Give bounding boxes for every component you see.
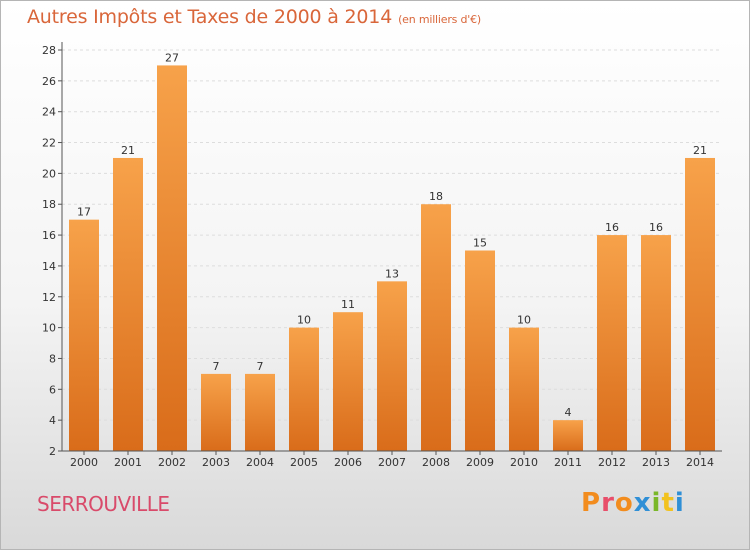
y-tick-label: 2 [49,445,56,458]
y-tick-label: 24 [42,106,56,119]
bar-2001 [113,157,143,451]
logo-letter: t [661,488,675,518]
bar-2010 [509,327,539,451]
data-label: 27 [165,51,179,64]
y-tick-label: 20 [42,167,56,180]
data-label: 10 [297,314,311,327]
y-tick-label: 8 [49,352,56,365]
x-tick-label: 2012 [598,456,626,469]
logo-letter: r [601,488,615,518]
x-tick-label: 2006 [334,456,362,469]
y-tick-label: 12 [42,291,56,304]
unit-label: (en milliers d'€) [398,13,481,26]
proxiti-logo[interactable]: Proxiti [581,488,685,518]
bar-2009 [465,250,495,451]
x-tick-label: 2008 [422,456,450,469]
x-tick-label: 2011 [554,456,582,469]
data-label: 10 [517,314,531,327]
bar-2006 [333,312,363,451]
y-tick-label: 4 [49,414,56,427]
data-label: 15 [473,237,487,250]
data-label: 16 [649,221,663,234]
y-tick-label: 10 [42,322,56,335]
bar-2003 [201,373,231,451]
y-tick-label: 6 [49,383,56,396]
bar-2008 [421,204,451,451]
x-tick-label: 2005 [290,456,318,469]
x-tick-label: 2014 [686,456,714,469]
y-tick-label: 28 [42,44,56,57]
logo-letter: x [633,488,652,518]
x-tick-label: 2013 [642,456,670,469]
x-tick-label: 2004 [246,456,274,469]
logo-letter: i [674,488,685,518]
bar-2004 [245,373,275,451]
x-tick-label: 2000 [70,456,98,469]
y-tick-label: 16 [42,229,56,242]
x-tick-label: 2001 [114,456,142,469]
data-label: 21 [693,144,707,157]
data-label: 4 [565,406,572,419]
chart-title: Autres Impôts et Taxes de 2000 à 2014 (en… [27,6,481,28]
data-label: 16 [605,221,619,234]
commune-name: SERROUVILLE [37,492,170,516]
data-label: 11 [341,298,355,311]
bar-2002 [157,65,187,451]
data-label: 13 [385,267,399,280]
y-tick-label: 18 [42,198,56,211]
logo-letter: o [614,488,634,518]
bar-2014 [685,157,715,451]
bar-2007 [377,281,407,451]
data-label: 21 [121,144,135,157]
x-tick-label: 2007 [378,456,406,469]
y-tick-label: 14 [42,260,56,273]
data-label: 18 [429,190,443,203]
bar-2005 [289,327,319,451]
x-tick-label: 2002 [158,456,186,469]
bar-2012 [597,235,627,451]
data-label: 17 [77,206,91,219]
y-tick-label: 26 [42,75,56,88]
bar-2013 [641,235,671,451]
y-tick-label: 22 [42,137,56,150]
bar-2000 [69,219,99,451]
x-tick-label: 2003 [202,456,230,469]
x-tick-label: 2010 [510,456,538,469]
logo-letter: P [581,488,602,518]
x-tick-label: 2009 [466,456,494,469]
data-label: 7 [213,360,220,373]
logo-letter: i [651,488,662,518]
bar-2011 [553,420,583,451]
data-label: 7 [257,360,264,373]
